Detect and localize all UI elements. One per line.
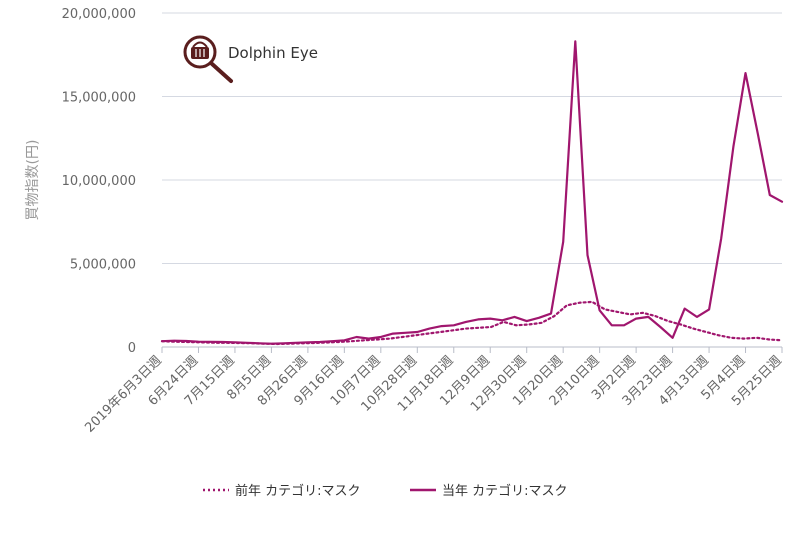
y-tick-label: 0 (128, 341, 136, 356)
y-tick-label: 15,000,000 (62, 91, 136, 106)
grid-lines (162, 12, 782, 348)
legend-item-current-year[interactable]: 当年 カテゴリ:マスク (410, 483, 568, 499)
series-line-current-year (160, 40, 784, 345)
legend-label-previous-year: 前年 カテゴリ:マスク (235, 483, 361, 499)
legend-label-current-year: 当年 カテゴリ:マスク (442, 483, 568, 499)
series-line-previous-year (160, 300, 784, 346)
series-group (160, 40, 784, 346)
logo-text: Dolphin Eye (228, 44, 318, 62)
legend: 前年 カテゴリ:マスク 当年 カテゴリ:マスク (203, 483, 568, 499)
y-tick-label: 10,000,000 (62, 174, 136, 189)
y-axis-label: 買物指数(円) (25, 140, 41, 221)
y-tick-label: 20,000,000 (62, 7, 136, 22)
dolphin-eye-logo: Dolphin Eye (183, 35, 318, 83)
x-axis: 2019年6月3日週6月24日週7月15日週8月5日週8月26日週9月16日週1… (82, 347, 785, 436)
magnifier-basket-icon (183, 35, 233, 83)
legend-item-previous-year[interactable]: 前年 カテゴリ:マスク (203, 483, 361, 499)
y-tick-label: 5,000,000 (70, 258, 136, 273)
y-axis-ticks: 0 5,000,000 10,000,000 15,000,000 20,000,000 (62, 7, 136, 356)
